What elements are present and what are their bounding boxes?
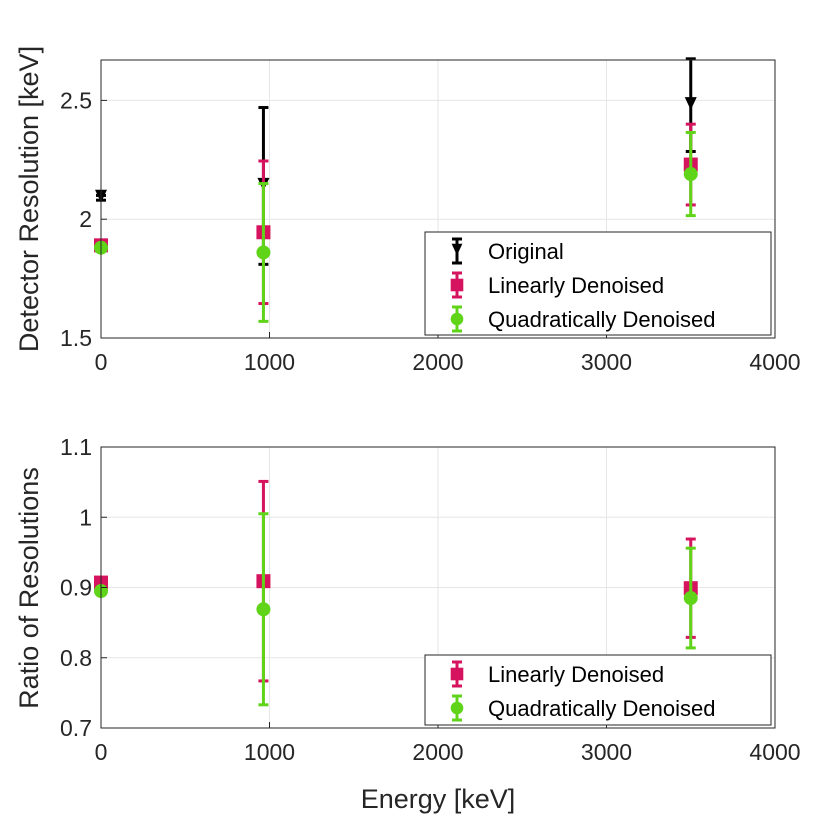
bottom-legend: Linearly Denoised Quadratically Denoised bbox=[424, 654, 772, 726]
top-panel: 0 1000 2000 3000 4000 1.5 2 2.5 Detector Resolu… bbox=[14, 46, 801, 375]
bottom-panel: 0 1000 2000 3000 4000 0.7 0.8 0.9 1 1.1 Ratio of … bbox=[14, 434, 801, 814]
marker-quadratic-1 bbox=[256, 245, 271, 260]
bottom-legend-label-linear: Linearly Denoised bbox=[488, 662, 664, 687]
x-tick-label: 2000 bbox=[412, 739, 463, 765]
bottom-legend-icons bbox=[450, 660, 464, 722]
x-tick-label: 1000 bbox=[244, 739, 295, 765]
marker-quadratic-2 bbox=[683, 167, 698, 182]
y-tick-label: 2.5 bbox=[60, 87, 92, 113]
x-tick-label: 4000 bbox=[749, 739, 800, 765]
bottom-legend-label-quadratic: Quadratically Denoised bbox=[488, 696, 715, 721]
y-tick-label: 1.5 bbox=[60, 325, 92, 351]
legend-marker-quadratic bbox=[450, 312, 464, 326]
marker-quadratic-2 bbox=[683, 591, 698, 606]
bottom-tick-labels: 0 1000 2000 3000 4000 0.7 0.8 0.9 1 1.1 bbox=[60, 434, 801, 765]
bottom-xlabel: Energy [keV] bbox=[361, 784, 516, 814]
bottom-legend-box bbox=[424, 654, 772, 726]
y-tick-label: 2 bbox=[79, 206, 92, 232]
bottom-ylabel: Ratio of Resolutions bbox=[14, 467, 44, 709]
y-tick-label: 0.9 bbox=[60, 575, 92, 601]
top-legend: Original Linearly Denoised Quadratically… bbox=[424, 231, 772, 336]
top-legend-box bbox=[424, 231, 772, 336]
top-legend-label-linear: Linearly Denoised bbox=[488, 273, 664, 298]
y-tick-label: 1.1 bbox=[60, 434, 92, 460]
x-tick-label: 3000 bbox=[581, 349, 632, 375]
marker-quadratic-1 bbox=[256, 602, 271, 617]
x-tick-label: 0 bbox=[95, 349, 108, 375]
y-tick-label: 0.7 bbox=[60, 715, 92, 741]
top-data-marks bbox=[94, 57, 698, 323]
top-legend-label-quadratic: Quadratically Denoised bbox=[488, 307, 715, 332]
legend-marker-linear bbox=[450, 667, 464, 681]
x-tick-label: 0 bbox=[95, 739, 108, 765]
legend-marker-quadratic bbox=[450, 701, 464, 715]
x-tick-label: 1000 bbox=[244, 349, 295, 375]
x-tick-label: 4000 bbox=[749, 349, 800, 375]
top-ylabel: Detector Resolution [keV] bbox=[14, 46, 44, 352]
legend-marker-original bbox=[451, 243, 463, 256]
x-tick-label: 2000 bbox=[412, 349, 463, 375]
y-tick-label: 0.8 bbox=[60, 645, 92, 671]
marker-original-2 bbox=[684, 97, 697, 110]
top-legend-icons bbox=[450, 237, 464, 333]
x-tick-label: 3000 bbox=[581, 739, 632, 765]
legend-marker-linear bbox=[450, 278, 464, 292]
top-legend-label-original: Original bbox=[488, 239, 564, 264]
y-tick-label: 1 bbox=[79, 504, 92, 530]
top-tick-labels: 0 1000 2000 3000 4000 1.5 2 2.5 bbox=[60, 87, 801, 375]
